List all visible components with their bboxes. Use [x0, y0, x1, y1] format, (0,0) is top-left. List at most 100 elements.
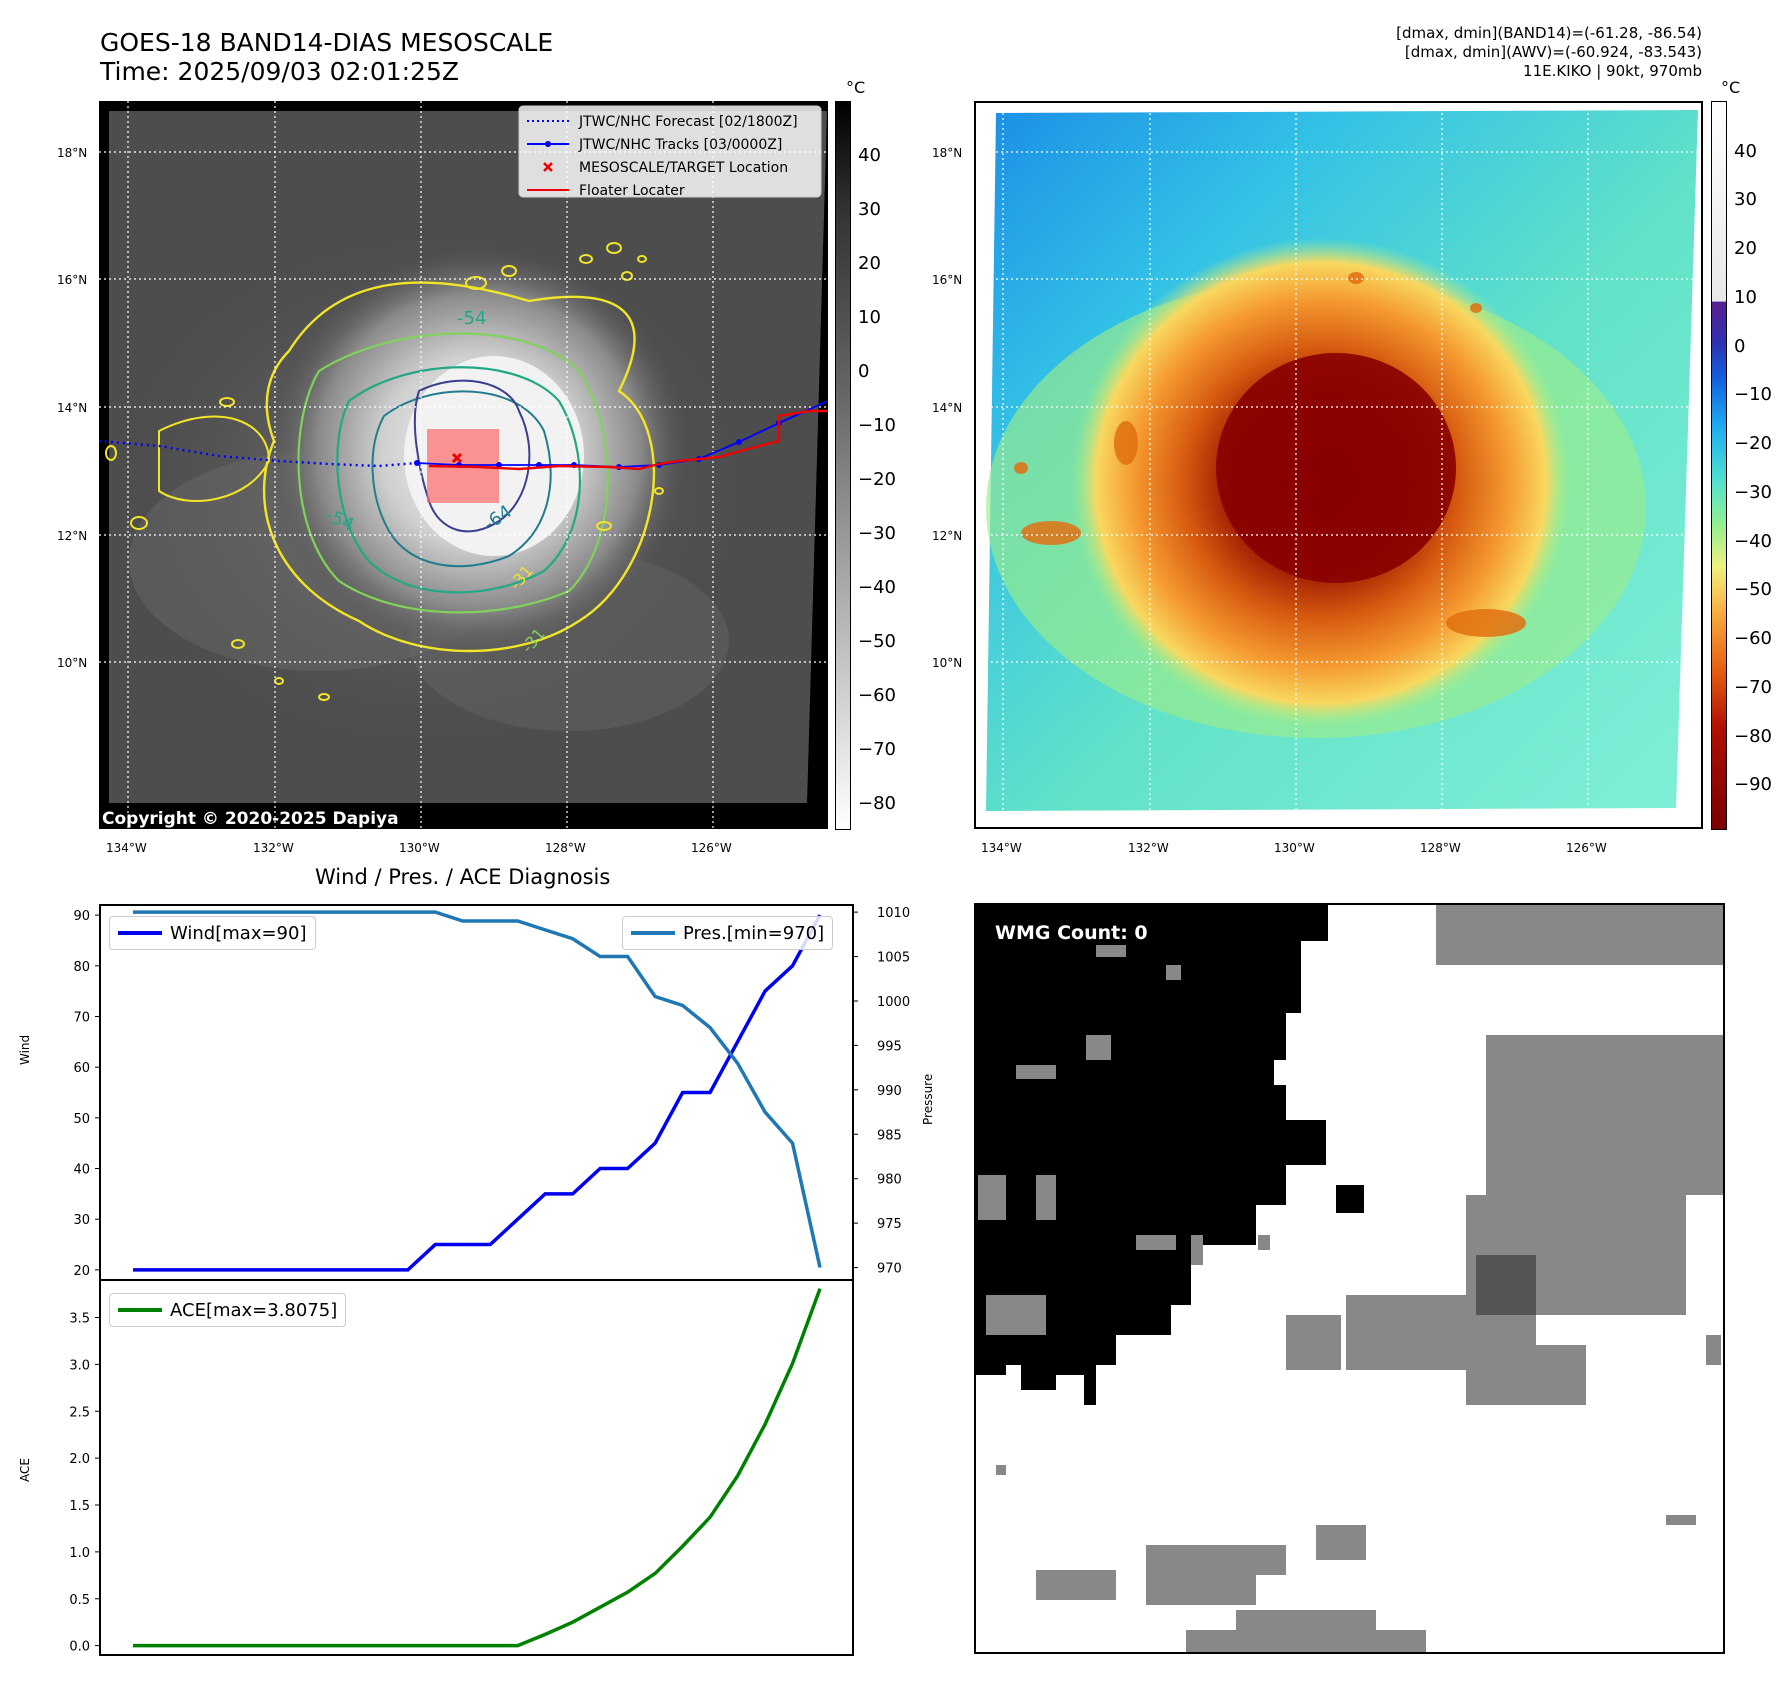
ir-colorbar-tick: −10 [858, 415, 896, 436]
awv-lon-label: 134°W [981, 841, 1022, 855]
awv-lon-label: 128°W [1420, 841, 1461, 855]
awv-colorbar-tick: 0 [1734, 336, 1746, 357]
awv-colorbar-tick: −80 [1734, 726, 1772, 747]
ir-colorbar-tick: −30 [858, 523, 896, 544]
ir-lat-label: 10°N [57, 656, 88, 670]
info-band14-range: [dmax, dmin](BAND14)=(-61.28, -86.54) [1396, 24, 1702, 42]
awv-map-panel [974, 101, 1703, 829]
awv-colorbar [1711, 101, 1727, 830]
ir-colorbar-tick: −60 [858, 685, 896, 706]
pressure-tick-label: 1000 [877, 995, 910, 1010]
legend-floater: Floater Locater [579, 183, 685, 199]
legend-forecast: JTWC/NHC Forecast [02/1800Z] [578, 114, 798, 130]
awv-colorbar-tick: 20 [1734, 238, 1757, 259]
pressure-tick-label: 1005 [877, 951, 910, 966]
awv-colorbar-tick: −60 [1734, 628, 1772, 649]
pressure-tick-label: 975 [877, 1217, 902, 1232]
info-storm-summary: 11E.KIKO | 90kt, 970mb [1523, 62, 1702, 80]
figure-timestamp: Time: 2025/09/03 02:01:25Z [100, 57, 459, 86]
ace-tick-label: 3.5 [69, 1312, 90, 1327]
ir-lon-label: 134°W [106, 841, 147, 855]
awv-lat-label: 14°N [932, 401, 963, 415]
awv-lat-label: 10°N [932, 656, 963, 670]
awv-colorbar-tick: −30 [1734, 482, 1772, 503]
awv-colorbar-tick: 30 [1734, 189, 1757, 210]
awv-colorbar-tick: −20 [1734, 433, 1772, 454]
ace-legend-swatch [118, 1308, 162, 1312]
awv-colorbar-tick: −10 [1734, 384, 1772, 405]
awv-lon-label: 126°W [1566, 841, 1607, 855]
ir-lon-label: 132°W [253, 841, 294, 855]
contour-label-1: -54 [457, 308, 486, 329]
map-legend: JTWC/NHC Forecast [02/1800Z] JTWC/NHC Tr… [518, 105, 822, 199]
ace-legend-label: ACE[max=3.8075] [170, 1299, 338, 1321]
awv-colorbar-tick: −40 [1734, 531, 1772, 552]
awv-satellite-map [976, 103, 1701, 827]
pressure-legend: Pres.[min=970] [622, 916, 834, 950]
wmg-panel [974, 903, 1725, 1654]
wind-tick-label: 20 [73, 1264, 90, 1279]
awv-colorbar-unit: °C [1721, 78, 1741, 97]
copyright-text: Copyright © 2020-2025 Dapiya [102, 809, 399, 829]
pressure-tick-label: 990 [877, 1084, 902, 1099]
ir-colorbar-tick: 40 [858, 145, 881, 166]
ir-colorbar-tick: −70 [858, 739, 896, 760]
wind-legend-swatch [118, 931, 162, 935]
awv-lat-label: 18°N [932, 146, 963, 160]
ir-colorbar-tick: −80 [858, 793, 896, 814]
ir-colorbar-tick: −50 [858, 631, 896, 652]
ir-colorbar-tick: 10 [858, 307, 881, 328]
pressure-series-line [133, 910, 822, 1268]
awv-colorbar-tick: 10 [1734, 287, 1757, 308]
awv-lon-label: 130°W [1274, 841, 1315, 855]
wind-pressure-chart: 20 30 40 50 60 70 80 90 970 975 980 985 990 995 1000 10… [73, 904, 910, 1281]
ir-lat-label: 18°N [57, 146, 88, 160]
ace-tick-label: 2.0 [69, 1452, 90, 1467]
wind-tick-label: 40 [73, 1163, 90, 1178]
awv-colorbar-tick: −70 [1734, 677, 1772, 698]
wind-tick-label: 80 [73, 960, 90, 975]
ace-tick-label: 1.0 [69, 1546, 90, 1561]
pressure-legend-label: Pres.[min=970] [683, 922, 825, 944]
awv-colorbar-tick: −50 [1734, 579, 1772, 600]
ir-satellite-map: -54 -54 -64 -31 -31 [98, 101, 829, 829]
legend-target: MESOSCALE/TARGET Location [579, 160, 788, 176]
figure-title: GOES-18 BAND14-DIAS MESOSCALE [100, 28, 554, 57]
pressure-tick-label: 985 [877, 1128, 902, 1143]
ir-colorbar-tick: 20 [858, 253, 881, 274]
ir-lon-label: 126°W [691, 841, 732, 855]
wind-legend: Wind[max=90] [109, 916, 316, 950]
pressure-tick-label: 1010 [877, 906, 910, 921]
ir-colorbar-unit: °C [846, 78, 866, 97]
ir-lat-label: 14°N [57, 401, 88, 415]
wmg-count-label: WMG Count: 0 [995, 922, 1148, 944]
awv-lat-label: 12°N [932, 529, 963, 543]
info-awv-range: [dmax, dmin](AWV)=(-60.924, -83.543) [1404, 43, 1702, 61]
ir-colorbar-tick: −20 [858, 469, 896, 490]
pressure-tick-label: 970 [877, 1262, 902, 1277]
awv-lat-label: 16°N [932, 273, 963, 287]
pressure-tick-label: 980 [877, 1173, 902, 1188]
ace-tick-label: 1.5 [69, 1499, 90, 1514]
ace-legend: ACE[max=3.8075] [109, 1293, 347, 1327]
wind-series-line [133, 914, 822, 1272]
ir-lat-label: 12°N [57, 529, 88, 543]
ir-map-panel: -54 -54 -64 -31 -31 [98, 101, 829, 829]
ace-tick-label: 3.0 [69, 1358, 90, 1373]
wind-tick-label: 50 [73, 1112, 90, 1127]
ace-tick-label: 0.0 [69, 1640, 90, 1655]
wmg-grid-map [976, 905, 1723, 1652]
pressure-legend-swatch [631, 931, 675, 935]
legend-tracks: JTWC/NHC Tracks [03/0000Z] [578, 137, 782, 153]
ir-colorbar-tick: 30 [858, 199, 881, 220]
ir-colorbar [835, 101, 851, 830]
wind-tick-label: 90 [73, 909, 90, 924]
ir-lon-label: 128°W [545, 841, 586, 855]
ace-tick-label: 0.5 [69, 1593, 90, 1608]
pressure-tick-label: 995 [877, 1039, 902, 1054]
wind-tick-label: 70 [73, 1010, 90, 1025]
ace-tick-label: 2.5 [69, 1405, 90, 1420]
ace-series-line [133, 1288, 822, 1648]
wind-legend-label: Wind[max=90] [170, 922, 307, 944]
